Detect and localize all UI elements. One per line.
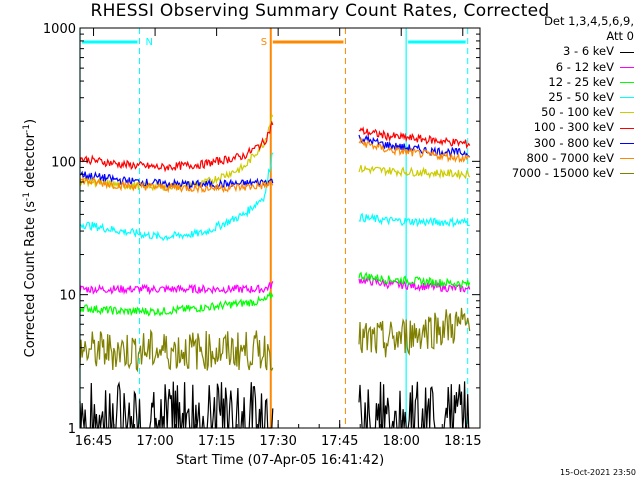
y-tick-label: 100 — [51, 155, 76, 170]
marker-label-2: S — [261, 37, 267, 48]
x-tick-label: 17:30 — [259, 434, 296, 449]
legend-entry-label: 300 - 800 keV — [533, 135, 614, 150]
series-trace-8-1 — [358, 307, 471, 358]
series-trace-3-1 — [358, 212, 470, 229]
legend-entry: 300 - 800 keV — [512, 136, 634, 151]
series-trace-6-0 — [79, 170, 274, 190]
series-trace-7-0 — [79, 176, 274, 194]
series-trace-5-1 — [358, 126, 471, 150]
legend-entry: 25 - 50 keV — [512, 90, 634, 105]
x-tick-label: 18:15 — [444, 434, 481, 449]
series-trace-0-1 — [358, 381, 470, 429]
y-tick-label: 1000 — [43, 22, 76, 37]
legend: Det 1,3,4,5,6,9, Att 0 3 - 6 keV 6 - 12 k… — [512, 14, 634, 181]
legend-entry: 6 - 12 keV — [512, 60, 634, 75]
legend-entry-label: 25 - 50 keV — [548, 90, 614, 105]
y-tick-label: 10 — [59, 289, 76, 304]
x-tick-label: 17:00 — [136, 434, 173, 449]
chart-title: RHESSI Observing Summary Count Rates, Co… — [90, 1, 550, 21]
series-trace-2-0 — [79, 290, 274, 317]
legend-entry-label: 12 - 25 keV — [548, 74, 614, 89]
legend-entry: 100 - 300 keV — [512, 120, 634, 135]
legend-header-detectors: Det 1,3,4,5,6,9, — [544, 14, 634, 28]
series-trace-6-1 — [358, 134, 471, 158]
series-trace-8-0 — [79, 328, 274, 373]
series-trace-4-1 — [358, 164, 471, 180]
legend-entry: 50 - 100 keV — [512, 105, 634, 120]
plot-frame — [79, 27, 481, 429]
legend-entry-label: 800 - 7000 keV — [526, 150, 614, 165]
legend-entry-label: 6 - 12 keV — [555, 59, 614, 74]
generation-timestamp: 15-Oct-2021 23:50 — [560, 468, 636, 477]
legend-swatch — [620, 81, 634, 83]
x-tick-label: 17:15 — [198, 434, 235, 449]
legend-entry: 12 - 25 keV — [512, 75, 634, 90]
legend-swatch — [620, 157, 634, 159]
legend-entry-label: 50 - 100 keV — [541, 105, 614, 120]
legend-entry: 800 - 7000 keV — [512, 151, 634, 166]
series-trace-1-0 — [79, 281, 274, 296]
legend-entry-label: 100 - 300 keV — [533, 120, 614, 135]
legend-header-attenuator: Att 0 — [606, 29, 634, 44]
series-trace-7-1 — [358, 136, 470, 164]
series-trace-3-0 — [79, 152, 274, 242]
series-trace-5-0 — [79, 120, 274, 173]
marker-label-0: N — [145, 37, 152, 48]
legend-swatch — [620, 127, 634, 129]
legend-entry-label: 3 - 6 keV — [563, 44, 614, 59]
x-tick-label: 16:45 — [75, 434, 112, 449]
legend-entry: 3 - 6 keV — [512, 44, 634, 59]
legend-swatch — [620, 51, 634, 53]
series-trace-0-0 — [79, 381, 274, 429]
legend-entry: 7000 - 15000 keV — [512, 166, 634, 181]
legend-swatch — [620, 66, 634, 68]
legend-swatch — [620, 97, 634, 99]
x-tick-label: 18:00 — [382, 434, 419, 449]
legend-swatch — [620, 173, 634, 175]
x-tick-label: 17:45 — [321, 434, 358, 449]
legend-swatch — [620, 142, 634, 144]
x-axis-label: Start Time (07-Apr-05 16:41:42) — [175, 453, 385, 468]
legend-swatch — [620, 112, 634, 114]
legend-entry-label: 7000 - 15000 keV — [511, 166, 614, 181]
y-tick-label: 1 — [68, 422, 76, 437]
series-trace-2-1 — [358, 271, 471, 290]
series-trace-4-0 — [79, 113, 274, 192]
